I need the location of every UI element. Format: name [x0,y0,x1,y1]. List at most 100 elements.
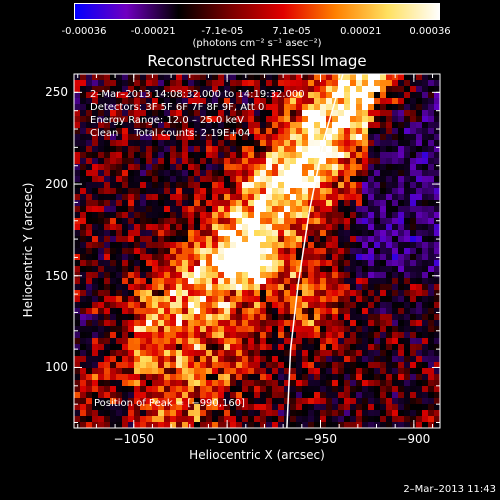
heatmap-cell [104,110,110,116]
heatmap-cell [218,80,224,86]
heatmap-cell [140,242,146,248]
heatmap-cell [164,404,170,410]
heatmap-cell [278,236,284,242]
heatmap-cell [422,416,428,422]
heatmap-cell [110,80,116,86]
heatmap-cell [146,422,152,428]
heatmap-cell [182,254,188,260]
heatmap-cell [170,80,176,86]
heatmap-cell [134,98,140,104]
heatmap-cell [236,170,242,176]
heatmap-cell [278,248,284,254]
heatmap-cell [176,380,182,386]
heatmap-cell [128,260,134,266]
heatmap-cell [398,236,404,242]
heatmap-cell [332,398,338,404]
heatmap-cell [170,152,176,158]
heatmap-cell [374,104,380,110]
heatmap-cell [398,116,404,122]
heatmap-cell [356,176,362,182]
heatmap-cell [134,194,140,200]
heatmap-cell [248,176,254,182]
heatmap-cell [92,218,98,224]
heatmap-cell [362,122,368,128]
heatmap-cell [314,344,320,350]
heatmap-cell [194,266,200,272]
heatmap-cell [92,344,98,350]
heatmap-cell [212,248,218,254]
heatmap-cell [344,134,350,140]
heatmap-cell [122,200,128,206]
heatmap-cell [266,374,272,380]
heatmap-cell [254,392,260,398]
heatmap-cell [104,236,110,242]
heatmap-cell [98,326,104,332]
heatmap-cell [146,110,152,116]
heatmap-cell [98,260,104,266]
heatmap-cell [290,404,296,410]
heatmap-cell [152,194,158,200]
heatmap-cell [92,164,98,170]
heatmap-cell [80,326,86,332]
heatmap-cell [116,182,122,188]
heatmap-cell [404,170,410,176]
heatmap-cell [140,152,146,158]
heatmap-cell [74,284,80,290]
heatmap-cell [164,416,170,422]
heatmap-cell [224,410,230,416]
heatmap-cell [374,140,380,146]
heatmap-cell [434,212,440,218]
heatmap-cell [344,380,350,386]
heatmap-cell [218,230,224,236]
heatmap-cell [242,380,248,386]
heatmap-cell [266,296,272,302]
heatmap-cell [122,254,128,260]
heatmap-cell [104,404,110,410]
heatmap-cell [374,116,380,122]
heatmap-cell [224,236,230,242]
heatmap-cell [386,302,392,308]
heatmap-cell [122,260,128,266]
heatmap-cell [266,356,272,362]
heatmap-cell [218,194,224,200]
heatmap-cell [122,386,128,392]
heatmap-cell [434,200,440,206]
heatmap-cell [290,212,296,218]
heatmap-cell [272,140,278,146]
heatmap-cell [416,224,422,230]
heatmap-cell [374,404,380,410]
heatmap-cell [134,356,140,362]
heatmap-cell [242,404,248,410]
heatmap-cell [338,314,344,320]
heatmap-cell [122,422,128,428]
heatmap-cell [344,80,350,86]
heatmap-cell [188,296,194,302]
colorbar-tick-label: 0.00021 [340,26,382,37]
heatmap-cell [236,128,242,134]
heatmap-cell [80,266,86,272]
heatmap-cell [248,296,254,302]
heatmap-cell [428,188,434,194]
heatmap-cell [200,320,206,326]
heatmap-cell [146,392,152,398]
heatmap-cell [284,128,290,134]
heatmap-cell [332,422,338,428]
heatmap-cell [230,176,236,182]
heatmap-cell [74,146,80,152]
heatmap-cell [380,164,386,170]
heatmap-cell [230,308,236,314]
heatmap-cell [386,386,392,392]
heatmap-cell [290,374,296,380]
heatmap-cell [140,206,146,212]
heatmap-cell [416,80,422,86]
heatmap-cell [368,410,374,416]
heatmap-cell [362,398,368,404]
heatmap-cell [356,374,362,380]
heatmap-cell [254,74,260,80]
heatmap-cell [338,104,344,110]
heatmap-cell [194,392,200,398]
heatmap-cell [296,308,302,314]
heatmap-cell [254,290,260,296]
heatmap-cell [146,266,152,272]
heatmap-cell [266,344,272,350]
